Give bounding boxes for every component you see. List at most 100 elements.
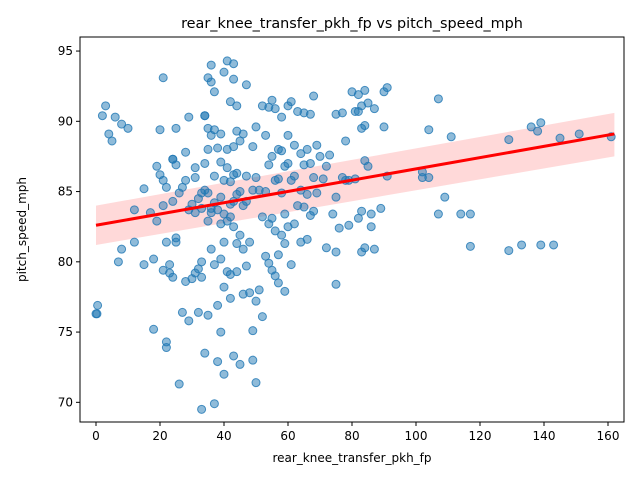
data-point — [152, 161, 162, 171]
data-point — [235, 230, 245, 240]
data-point — [165, 260, 175, 270]
data-point — [273, 278, 283, 288]
data-point — [168, 272, 178, 282]
data-point — [369, 104, 379, 114]
data-point — [312, 140, 322, 150]
data-point — [158, 201, 168, 211]
data-point — [366, 209, 376, 219]
data-point — [254, 285, 264, 295]
data-point — [152, 216, 162, 226]
data-point — [309, 173, 319, 183]
y-tick-label: 70 — [58, 395, 73, 409]
data-point — [286, 97, 296, 107]
data-point — [216, 192, 226, 202]
data-point — [213, 300, 223, 310]
data-point — [232, 101, 242, 111]
data-point — [190, 163, 200, 173]
data-point — [219, 67, 229, 77]
y-tick-label: 85 — [58, 185, 73, 199]
data-point — [555, 133, 565, 143]
data-point — [101, 101, 111, 111]
x-axis-ticks: 0 20 40 60 80 100 120 140 160 — [92, 422, 619, 443]
data-point — [353, 90, 363, 100]
data-point — [363, 98, 373, 108]
data-point — [533, 126, 543, 136]
data-point — [302, 234, 312, 244]
data-point — [241, 80, 251, 90]
data-point — [289, 219, 299, 229]
data-point — [241, 171, 251, 181]
data-point — [433, 94, 443, 104]
data-point — [129, 237, 139, 247]
data-point — [245, 288, 255, 298]
data-point — [289, 140, 299, 150]
data-point — [344, 220, 354, 230]
data-point — [337, 108, 347, 118]
data-point — [536, 240, 546, 250]
data-point — [129, 205, 139, 215]
data-point — [92, 309, 102, 319]
data-point — [299, 202, 309, 212]
y-axis-ticks: 70 75 80 85 90 95 — [58, 44, 80, 409]
data-point — [107, 136, 117, 146]
data-point — [267, 95, 277, 105]
regression-line-layer — [95, 132, 615, 227]
data-point — [193, 307, 203, 317]
data-point — [331, 279, 341, 289]
data-point — [318, 174, 328, 184]
data-point — [206, 77, 216, 87]
data-point — [161, 237, 171, 247]
data-point — [283, 130, 293, 140]
data-point — [139, 260, 149, 270]
data-point — [232, 239, 242, 249]
data-point — [209, 125, 219, 135]
data-point — [424, 173, 434, 183]
data-point — [209, 87, 219, 97]
data-points-layer — [91, 56, 616, 414]
data-point — [213, 143, 223, 153]
data-point — [203, 310, 213, 320]
data-point — [197, 272, 207, 282]
data-point — [289, 171, 299, 181]
y-tick-label: 95 — [58, 44, 73, 58]
data-point — [446, 132, 456, 142]
x-tick-label: 80 — [344, 429, 359, 443]
data-point — [177, 307, 187, 317]
data-point — [280, 239, 290, 249]
data-point — [264, 160, 274, 170]
data-point — [203, 216, 213, 226]
x-tick-label: 20 — [152, 429, 167, 443]
data-point — [251, 122, 261, 132]
data-point — [197, 404, 207, 414]
data-point — [238, 244, 248, 254]
data-point — [261, 130, 271, 140]
data-point — [526, 122, 536, 132]
data-point — [305, 158, 315, 168]
data-point — [536, 118, 546, 128]
data-point — [139, 184, 149, 194]
data-point — [161, 343, 171, 353]
data-point — [93, 300, 103, 310]
data-point — [504, 135, 514, 145]
data-point — [149, 324, 159, 334]
data-point — [379, 122, 389, 132]
data-point — [171, 160, 181, 170]
data-point — [216, 254, 226, 264]
data-point — [286, 260, 296, 270]
data-point — [181, 175, 191, 185]
data-point — [302, 144, 312, 154]
y-tick-label: 75 — [58, 325, 73, 339]
x-tick-label: 60 — [280, 429, 295, 443]
data-point — [248, 142, 258, 152]
data-point — [229, 74, 239, 84]
x-tick-label: 140 — [533, 429, 556, 443]
data-point — [213, 205, 223, 215]
data-point — [277, 146, 287, 156]
data-point — [257, 212, 267, 222]
data-point — [251, 378, 261, 388]
data-point — [302, 189, 312, 199]
data-point — [341, 136, 351, 146]
data-point — [312, 188, 322, 198]
